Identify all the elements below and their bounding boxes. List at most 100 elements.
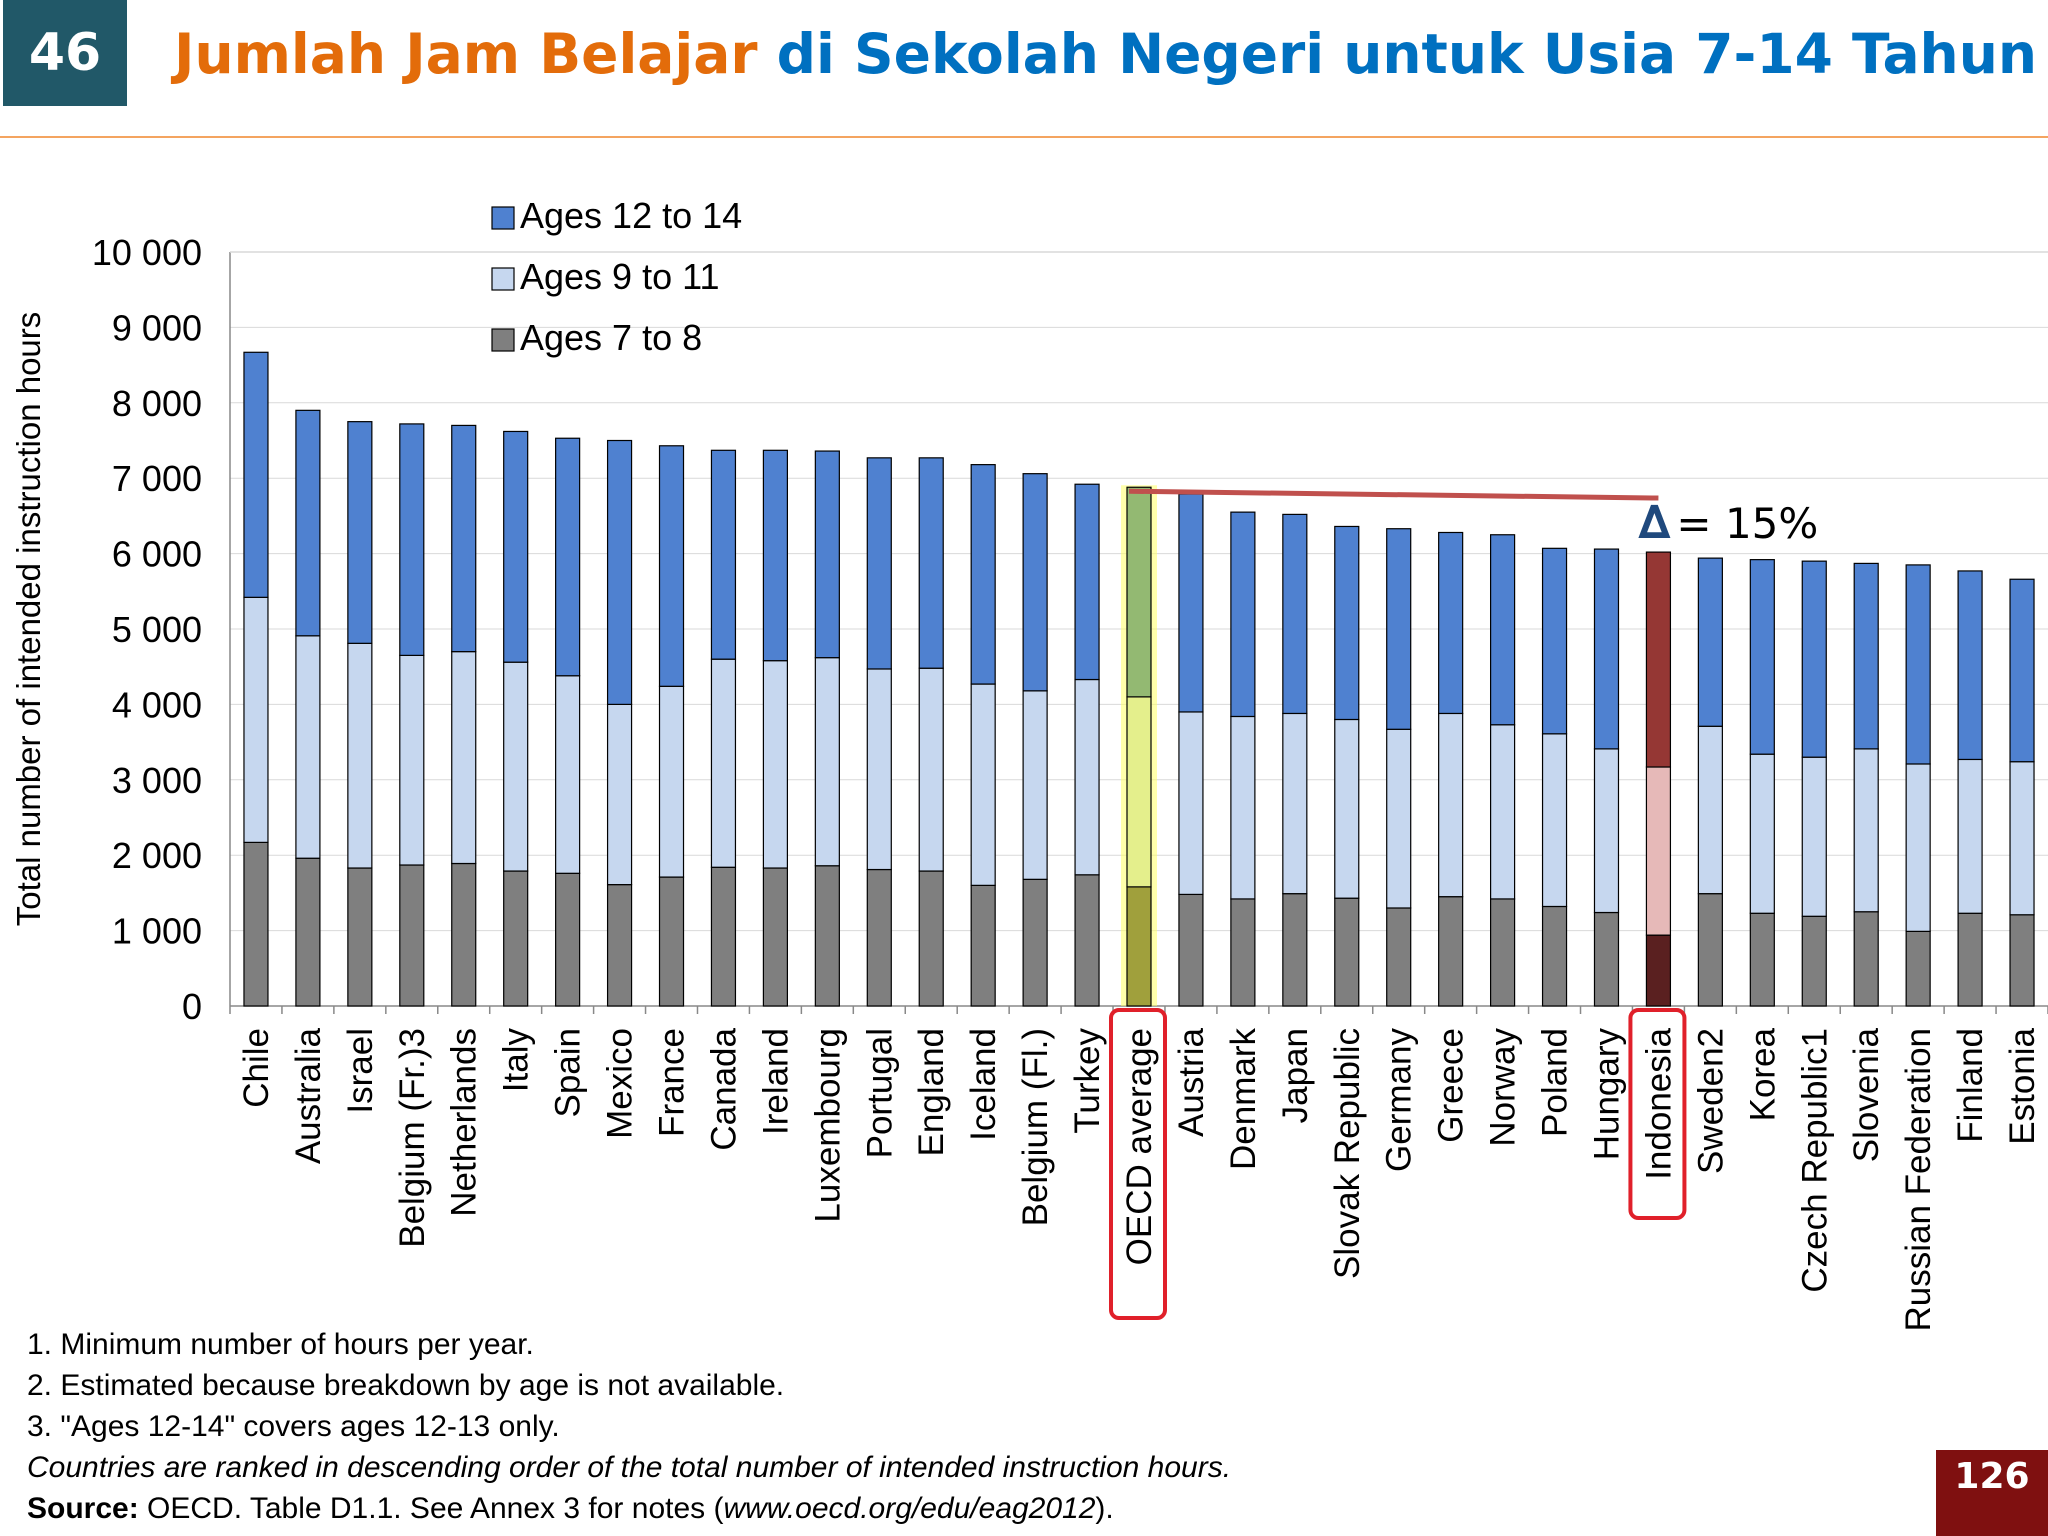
bar-ages-7-to-8 [710, 866, 737, 1007]
bar-ages-12-to-14 [1230, 511, 1256, 718]
x-tick-label: Spain [549, 1028, 588, 1118]
bar-ages-7-to-8 [658, 876, 685, 1007]
bar-ages-12-to-14 [243, 351, 269, 598]
bar-ages-9-to-11 [970, 683, 996, 886]
legend-label: Ages 9 to 11 [520, 256, 719, 297]
bar-ages-12-to-14 [1489, 534, 1516, 726]
x-tick-label: France [653, 1028, 692, 1137]
bar-ages-9-to-11 [1957, 758, 1983, 914]
delta-annotation: = 15% [1676, 499, 1818, 548]
bar-ages-12-to-14 [1541, 547, 1568, 735]
title-divider [0, 136, 2048, 138]
bar-ages-7-to-8 [606, 884, 633, 1007]
bar-ages-9-to-11 [1334, 718, 1360, 899]
bar-ages-12-to-14 [606, 439, 633, 705]
legend-swatch [491, 328, 515, 352]
bar-ages-9-to-11 [1541, 733, 1568, 908]
x-tick-label: Estonia [2003, 1027, 2042, 1144]
stacked-bar-chart: 0 1 000 2 000 3 000 4 000 5 000 6 000 7 000 8 00… [10, 195, 2048, 1332]
x-tick-label: Turkey [1068, 1028, 1107, 1134]
bar-ages-12-to-14 [1126, 486, 1152, 698]
x-tick-label: Australia [289, 1027, 328, 1164]
bar-ages-7-to-8 [295, 857, 321, 1007]
x-tick-label: Poland [1536, 1028, 1575, 1137]
bar-ages-9-to-11 [399, 654, 425, 866]
bar-ages-12-to-14 [555, 437, 581, 677]
bar-ages-7-to-8 [1022, 878, 1048, 1007]
bar-ages-12-to-14 [970, 464, 996, 685]
bar-ages-9-to-11 [1593, 748, 1620, 914]
ranking-note: Countries are ranked in descending order… [27, 1451, 1232, 1484]
bar-ages-12-to-14 [762, 449, 789, 662]
bar-ages-9-to-11 [555, 675, 581, 874]
x-tick-label: Japan [1276, 1028, 1315, 1123]
bar-ages-7-to-8 [1593, 911, 1620, 1007]
x-tick-label: Russian Federation [1899, 1028, 1938, 1332]
y-tick-label: 7 000 [112, 458, 202, 499]
bar-ages-7-to-8 [1489, 898, 1516, 1007]
source-label: Source: [27, 1492, 139, 1525]
bar-ages-7-to-8 [2009, 914, 2035, 1007]
bar-ages-7-to-8 [814, 865, 840, 1007]
bar-ages-7-to-8 [918, 870, 944, 1007]
footnote-1: 1. Minimum number of hours per year. [27, 1328, 534, 1361]
legend-label: Ages 7 to 8 [520, 317, 702, 358]
y-tick-label: 4 000 [112, 684, 202, 725]
bar-ages-9-to-11 [243, 596, 269, 843]
bar-ages-12-to-14 [1022, 473, 1048, 692]
bar-ages-12-to-14 [295, 409, 321, 637]
bar-ages-12-to-14 [1957, 570, 1983, 761]
legend-label: Ages 12 to 14 [520, 195, 742, 236]
x-tick-label: Mexico [601, 1028, 640, 1139]
slide-number: 46 [3, 0, 127, 106]
x-tick-label: Czech Republic1 [1795, 1028, 1834, 1293]
bar-ages-9-to-11 [1178, 711, 1204, 896]
bar-ages-9-to-11 [503, 661, 529, 872]
y-tick-label: 8 000 [112, 383, 202, 424]
bar-ages-9-to-11 [1230, 715, 1256, 900]
bar-ages-7-to-8 [970, 884, 996, 1007]
bar-ages-7-to-8 [555, 872, 581, 1007]
bar-ages-12-to-14 [451, 424, 477, 653]
y-tick-label: 0 [182, 986, 202, 1027]
y-tick-label: 3 000 [112, 760, 202, 801]
bar-ages-7-to-8 [1074, 874, 1100, 1007]
bar-ages-7-to-8 [1957, 912, 1983, 1007]
footnote-2: 2. Estimated because breakdown by age is… [27, 1369, 785, 1402]
legend-swatch [491, 267, 515, 291]
source-url[interactable]: www.oecd.org/edu/eag2012 [723, 1492, 1096, 1525]
bar-ages-7-to-8 [1386, 907, 1412, 1007]
bar-ages-12-to-14 [658, 445, 685, 687]
bar-ages-9-to-11 [1282, 712, 1308, 895]
bar-ages-12-to-14 [503, 430, 529, 663]
bar-ages-12-to-14 [1749, 559, 1775, 755]
bar-ages-9-to-11 [1074, 678, 1100, 876]
x-tick-label: England [912, 1028, 951, 1156]
bar-ages-7-to-8 [1905, 930, 1931, 1007]
bar-ages-12-to-14 [1438, 531, 1464, 715]
legend-swatch [491, 206, 515, 230]
bar-ages-9-to-11 [1022, 690, 1048, 880]
bar-ages-7-to-8 [451, 862, 477, 1007]
bar-ages-12-to-14 [1282, 513, 1308, 715]
bar-ages-12-to-14 [1801, 560, 1827, 758]
x-tick-label: Luxembourg [808, 1028, 847, 1223]
bar-ages-9-to-11 [1645, 766, 1672, 936]
x-tick-label: Finland [1951, 1028, 1990, 1143]
comparison-line [1128, 488, 1659, 501]
bar-ages-7-to-8 [1853, 911, 1879, 1007]
bar-ages-12-to-14 [918, 457, 944, 669]
bar-ages-9-to-11 [451, 651, 477, 865]
bar-ages-12-to-14 [1074, 483, 1100, 681]
x-tick-label: Indonesia [1639, 1027, 1678, 1179]
bar-ages-9-to-11 [762, 660, 789, 869]
title-highlight: Jumlah Jam Belajar [174, 22, 758, 86]
x-tick-label: OECD average [1120, 1028, 1159, 1265]
y-tick-label: 10 000 [92, 232, 202, 273]
delta-symbol: ∆ [1638, 495, 1671, 549]
x-tick-label: Belgium (Fr.)3 [393, 1028, 432, 1248]
bar-ages-7-to-8 [503, 870, 529, 1007]
x-tick-label: Italy [497, 1028, 536, 1093]
bar-ages-12-to-14 [814, 450, 840, 659]
bar-ages-9-to-11 [1905, 763, 1931, 932]
